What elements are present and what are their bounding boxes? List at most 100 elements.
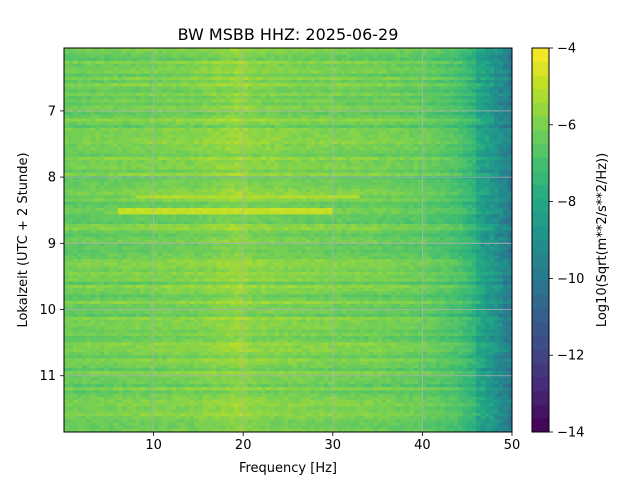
heatmap-cell	[198, 137, 204, 142]
heatmap-cell	[471, 176, 477, 180]
heatmap-cell	[408, 64, 415, 68]
heatmap-cell	[265, 192, 271, 196]
heatmap-cell	[444, 57, 450, 62]
heatmap-cell	[283, 124, 289, 129]
heatmap-cell	[355, 140, 361, 145]
heatmap-cell	[467, 204, 473, 209]
heatmap-cell	[462, 105, 468, 110]
heatmap-cell	[113, 121, 119, 126]
heatmap-cell	[279, 48, 285, 52]
heatmap-cell	[167, 118, 173, 123]
heatmap-cell	[279, 64, 285, 68]
heatmap-cell	[202, 182, 208, 187]
heatmap-cell	[176, 73, 182, 78]
heatmap-cell	[400, 124, 406, 129]
heatmap-cell	[176, 195, 182, 199]
heatmap-cell	[328, 118, 334, 123]
heatmap-cell	[503, 118, 509, 123]
heatmap-cell	[395, 105, 401, 110]
heatmap-cell	[158, 172, 164, 177]
heatmap-cell	[77, 60, 83, 65]
heatmap-cell	[64, 188, 70, 193]
heatmap-cell	[373, 195, 379, 199]
heatmap-cell	[211, 131, 217, 135]
heatmap-cell	[81, 70, 87, 75]
heatmap-cell	[86, 179, 92, 183]
heatmap-cell	[108, 188, 114, 193]
heatmap-cell	[180, 118, 186, 123]
heatmap-cell	[202, 172, 208, 177]
heatmap-cell	[149, 118, 155, 123]
heatmap-cell	[417, 115, 423, 119]
heatmap-cell	[238, 134, 244, 139]
heatmap-cell	[391, 131, 397, 135]
heatmap-cell	[108, 73, 114, 78]
heatmap-cell	[413, 121, 419, 126]
heatmap-cell	[122, 99, 128, 103]
heatmap-cell	[341, 73, 347, 78]
heatmap-cell	[135, 169, 141, 174]
heatmap-cell	[458, 150, 464, 155]
heatmap-cell	[417, 89, 423, 94]
heatmap-cell	[122, 92, 128, 97]
heatmap-cell	[288, 57, 294, 62]
heatmap-cell	[64, 147, 70, 151]
heatmap-cell	[171, 86, 177, 91]
heatmap-cell	[216, 89, 222, 94]
heatmap-cell	[283, 105, 289, 110]
heatmap-cell	[440, 60, 446, 65]
heatmap-cell	[131, 147, 137, 151]
heatmap-cell	[507, 147, 512, 151]
heatmap-cell	[453, 64, 459, 68]
heatmap-cell	[211, 124, 217, 129]
heatmap-cell	[498, 185, 504, 190]
heatmap-cell	[238, 179, 244, 183]
heatmap-cell	[256, 80, 262, 84]
heatmap-cell	[350, 195, 356, 199]
heatmap-cell	[494, 48, 500, 52]
heatmap-cell	[364, 169, 370, 174]
heatmap-cell	[171, 172, 177, 177]
heatmap-cell	[171, 70, 177, 75]
heatmap-cell	[216, 144, 222, 148]
heatmap-cell	[301, 137, 307, 142]
heatmap-cell	[270, 76, 276, 81]
heatmap-cell	[261, 102, 267, 107]
heatmap-cell	[404, 195, 410, 199]
heatmap-cell	[467, 185, 473, 190]
heatmap-cell	[77, 169, 83, 174]
heatmap-cell	[476, 92, 482, 97]
heatmap-cell	[256, 92, 262, 97]
heatmap-cell	[341, 70, 347, 75]
heatmap-cell	[337, 102, 343, 107]
heatmap-cell	[310, 160, 316, 164]
heatmap-cell	[494, 147, 500, 151]
heatmap-cell	[202, 73, 208, 78]
heatmap-cell	[377, 89, 383, 94]
heatmap-cell	[449, 144, 455, 148]
heatmap-cell	[408, 134, 415, 139]
heatmap-cell	[503, 51, 509, 55]
heatmap-cell	[498, 150, 504, 155]
heatmap-cell	[162, 201, 168, 206]
heatmap-cell	[314, 172, 320, 177]
heatmap-cell	[113, 128, 119, 132]
heatmap-cell	[462, 60, 468, 65]
heatmap-cell	[404, 176, 410, 180]
heatmap-cell	[368, 124, 374, 129]
heatmap-cell	[234, 64, 240, 68]
heatmap-cell	[193, 163, 199, 167]
heatmap-cell	[453, 48, 459, 52]
heatmap-cell	[332, 96, 338, 100]
heatmap-cell	[238, 64, 244, 68]
heatmap-cell	[489, 57, 495, 62]
heatmap-cell	[265, 73, 271, 78]
heatmap-cell	[431, 201, 437, 206]
heatmap-cell	[234, 204, 240, 209]
heatmap-cell	[422, 163, 428, 167]
heatmap-cell	[435, 166, 441, 171]
heatmap-cell	[364, 115, 370, 119]
heatmap-cell	[256, 172, 262, 177]
heatmap-cell	[458, 182, 464, 187]
heatmap-cell	[332, 198, 338, 203]
